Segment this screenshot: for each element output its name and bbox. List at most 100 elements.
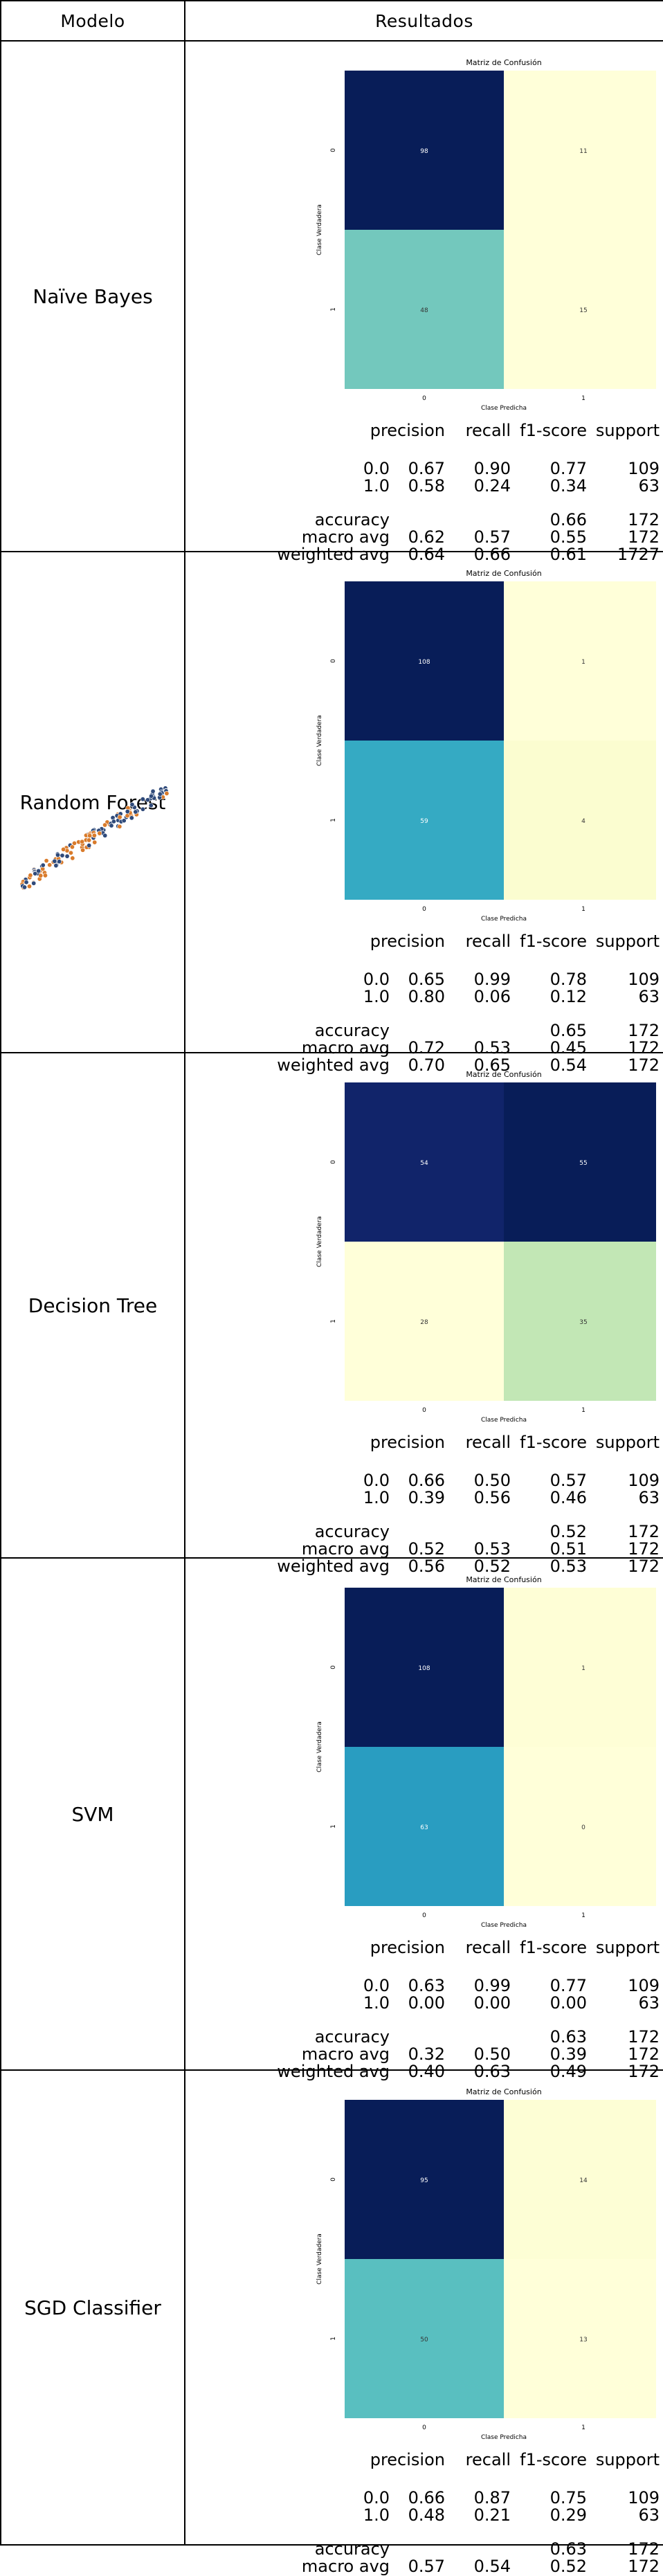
report-cell-f: 0.52	[550, 2557, 587, 2576]
chart-title: Matriz de Confusión	[466, 58, 541, 67]
report-cell-f: 0.29	[550, 2505, 587, 2525]
report-cell-f: 0.65	[550, 1021, 587, 1040]
confusion-matrix: Matriz de Confusión 95 14 50 13 0 0 1 1 Clase Pre…	[255, 2085, 663, 2445]
model-name: Random Forest	[0, 551, 185, 1053]
report-header: precision recall f1-score support	[275, 1938, 663, 1957]
cell-value: 13	[579, 2337, 587, 2343]
report-class-row: 0.0 0.66 0.87 0.75 109	[275, 2488, 663, 2507]
report-cell-r: 0.00	[473, 1993, 511, 2013]
report-cell-r: 0.24	[473, 476, 511, 496]
report-header-support: support	[595, 1938, 660, 1957]
report-cell-s: 172	[628, 1539, 660, 1559]
x-tick-label: 0	[422, 2424, 426, 2431]
report-cell-s: 109	[628, 2488, 660, 2507]
report-header-f1: f1-score	[520, 2450, 587, 2469]
confusion-matrix: Matriz de Confusión 54 55 28 35 0 0 1 1 Clase Pre…	[255, 1067, 663, 1427]
report-cell-label: 0.0	[363, 970, 390, 989]
report-cell-f: 0.52	[550, 1522, 587, 1541]
confusion-matrix: Matriz de Confusión 98 11 48 15 0 0 1 1 Clase Pre…	[255, 55, 663, 415]
report-cell-p: 0.48	[408, 2505, 445, 2525]
model-row: Naïve Bayes Matriz de Confusión 98 11 48 15 0 0…	[0, 40, 663, 564]
report-cell-p: 0.57	[408, 2557, 445, 2576]
report-header-precision: precision	[370, 2450, 445, 2469]
chart-title: Matriz de Confusión	[466, 1070, 541, 1079]
cell-value: 14	[579, 2177, 588, 2184]
y-tick-label: 0	[330, 148, 337, 152]
report-header-recall: recall	[465, 932, 511, 951]
model-name: SVM	[0, 1557, 185, 2071]
model-row: SVM Matriz de Confusión 108 1 63 0 0 0 1 1 Clase P…	[0, 1557, 663, 2081]
report-cell-f: 0.63	[550, 2539, 587, 2559]
confusion-matrix: Matriz de Confusión 108 1 63 0 0 0 1 1 Clase Pred…	[255, 1572, 663, 1932]
x-tick-label: 0	[422, 395, 426, 402]
report-header-recall: recall	[465, 421, 511, 440]
y-tick-label: 1	[330, 2337, 337, 2341]
report-cell-s: 172	[628, 2539, 660, 2559]
report-cell-p: 0.65	[408, 970, 445, 989]
report-cell-p: 0.80	[408, 987, 445, 1006]
report-cell-p: 0.39	[408, 1488, 445, 1507]
x-tick-label: 1	[581, 906, 585, 913]
heatmap-cell-1-1	[504, 2259, 656, 2418]
y-tick-label: 0	[330, 1665, 337, 1669]
cell-value: 95	[420, 2177, 428, 2184]
report-class-row: 0.0 0.67 0.90 0.77 109	[275, 459, 663, 478]
header-row: Modelo Resultados	[0, 0, 663, 42]
report-summary-row: accuracy 0.52 172	[275, 1522, 663, 1541]
report-header-support: support	[595, 932, 660, 951]
x-tick-label: 0	[422, 906, 426, 913]
confusion-matrix-chart: Matriz de Confusión 54 55 28 35 0 0 1 1 Clase Pre…	[316, 1070, 656, 1424]
report-cell-f: 0.12	[550, 987, 587, 1006]
report-summary-row: macro avg 0.52 0.53 0.51 172	[275, 1539, 663, 1559]
classification-report: precision recall f1-score support 0.0 0.67 0.9…	[275, 421, 663, 564]
x-axis-label: Clase Predicha	[481, 405, 527, 412]
report-cell-label: 1.0	[363, 987, 390, 1006]
report-cell-f: 0.63	[550, 2027, 587, 2047]
report-cell-f: 0.34	[550, 476, 587, 496]
report-cell-label: 0.0	[363, 459, 390, 478]
y-axis-label: Clase Verdadera	[316, 1216, 323, 1267]
report-cell-label: accuracy	[314, 2539, 390, 2559]
cell-value: 0	[581, 1824, 585, 1831]
header-results: Resultados	[184, 0, 663, 42]
x-axis-label: Clase Predicha	[481, 2434, 527, 2441]
x-axis-label: Clase Predicha	[481, 916, 527, 923]
heatmap-cell-1-0	[345, 1747, 504, 1906]
report-summary-row: accuracy 0.65 172	[275, 1021, 663, 1040]
y-axis-label: Clase Verdadera	[316, 715, 323, 766]
model-results: Matriz de Confusión 108 1 63 0 0 0 1 1 Clase Pred…	[184, 1557, 663, 2081]
report-header-f1: f1-score	[520, 1433, 587, 1452]
report-cell-p: 0.32	[408, 2044, 445, 2064]
x-tick-label: 1	[581, 1407, 585, 1414]
report-header-f1: f1-score	[520, 421, 587, 440]
report-header-recall: recall	[465, 1938, 511, 1957]
cell-value: 1	[581, 659, 585, 666]
cell-value: 59	[420, 818, 428, 825]
report-cell-s: 63	[638, 1993, 660, 2013]
report-cell-p: 0.63	[408, 1976, 445, 1995]
cell-value: 98	[420, 148, 428, 155]
report-cell-f: 0.78	[550, 970, 587, 989]
report-cell-r: 0.53	[473, 1539, 511, 1559]
heatmap-cell-0-1	[504, 1588, 656, 1747]
heatmap-cell-0-0	[345, 71, 504, 230]
decorative-scatter-image	[19, 786, 170, 890]
cell-value: 35	[579, 1319, 587, 1326]
cell-value: 108	[418, 1665, 430, 1672]
report-class-row: 1.0 0.00 0.00 0.00 63	[275, 1993, 663, 2013]
report-cell-s: 172	[628, 2027, 660, 2047]
cell-value: 15	[579, 307, 587, 314]
x-tick-label: 0	[422, 1407, 426, 1414]
report-cell-f: 0.77	[550, 459, 587, 478]
report-cell-label: macro avg	[301, 2044, 390, 2064]
report-header-precision: precision	[370, 1433, 445, 1452]
report-cell-p: 0.66	[408, 1471, 445, 1490]
report-header-precision: precision	[370, 932, 445, 951]
heatmap-cell-0-1	[504, 1082, 656, 1242]
model-name-label: SGD Classifier	[24, 2296, 161, 2319]
y-tick-label: 1	[330, 1319, 337, 1323]
cell-value: 1	[581, 1665, 585, 1672]
report-header-support: support	[595, 421, 660, 440]
report-header: precision recall f1-score support	[275, 1433, 663, 1452]
